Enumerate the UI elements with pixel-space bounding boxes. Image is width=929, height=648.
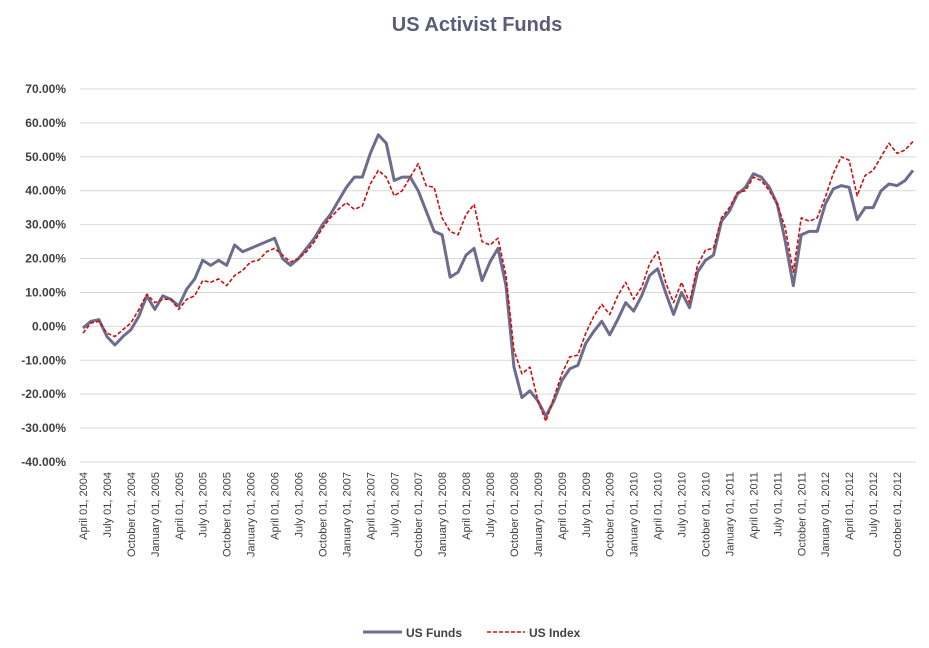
x-tick-label: October 01, 2009 (605, 472, 617, 557)
y-tick-label: -30.00% (21, 421, 66, 435)
x-tick-label: October 01, 2010 (701, 472, 713, 557)
y-tick-label: 40.00% (25, 184, 66, 198)
x-tick-label: October 01, 2011 (796, 472, 808, 556)
series-lines (82, 133, 915, 423)
series-line-us-index (82, 141, 914, 423)
x-tick-label: October 01, 2004 (126, 472, 138, 557)
y-tick-label: -40.00% (21, 455, 66, 469)
y-tick-label: -20.00% (21, 387, 66, 401)
x-tick-label: April 01, 2010 (653, 472, 665, 540)
x-tick-label: January 01, 2010 (629, 472, 641, 557)
x-tick-label: October 01, 2007 (413, 472, 425, 557)
x-tick-label: July 01, 2010 (677, 472, 689, 537)
x-tick-label: July 01, 2008 (485, 472, 497, 537)
x-tick-label: October 01, 2012 (892, 472, 904, 557)
x-tick-label: April 01, 2005 (174, 472, 186, 540)
gridlines (80, 88, 916, 463)
y-tick-label: -10.00% (21, 353, 66, 367)
x-tick-label: April 01, 2008 (461, 472, 473, 540)
y-tick-label: 20.00% (25, 252, 66, 266)
x-tick-label: January 01, 2008 (437, 472, 449, 557)
series-line-us-funds (82, 133, 915, 418)
x-tick-label: October 01, 2005 (222, 472, 234, 557)
x-tick-label: January 01, 2005 (150, 472, 162, 557)
x-tick-label: April 01, 2004 (78, 472, 90, 540)
x-tick-label: April 01, 2006 (270, 472, 282, 540)
x-tick-label: July 01, 2009 (581, 472, 593, 537)
y-tick-label: 60.00% (25, 116, 66, 130)
legend-label-us-funds: US Funds (406, 626, 462, 640)
y-tick-label: 10.00% (25, 285, 66, 299)
x-tick-label: April 01, 2011 (748, 472, 760, 539)
x-axis-tick-labels: April 01, 2004 July 01, 2004 October 01, 2… (78, 472, 904, 557)
y-tick-label: 30.00% (25, 218, 66, 232)
x-tick-label: October 01, 2006 (317, 472, 329, 557)
x-tick-label: January 01, 2011 (724, 472, 736, 556)
x-tick-label: July 01, 2007 (389, 472, 401, 537)
x-tick-label: April 01, 2009 (557, 472, 569, 540)
y-axis-tick-labels: 70.00% 60.00% 50.00% 40.00% 30.00% 20.00% 10.0… (21, 82, 66, 469)
chart-title: US Activist Funds (392, 14, 562, 36)
x-tick-label: July 01, 2005 (198, 472, 210, 537)
y-tick-label: 50.00% (25, 150, 66, 164)
x-tick-label: January 01, 2006 (246, 472, 258, 557)
x-tick-label: July 01, 2011 (772, 472, 784, 537)
x-tick-label: January 01, 2012 (820, 472, 832, 557)
x-tick-label: July 01, 2012 (868, 472, 880, 537)
x-tick-label: April 01, 2007 (365, 472, 377, 540)
y-tick-label: 0.00% (32, 319, 66, 333)
x-tick-label: July 01, 2006 (293, 472, 305, 537)
y-tick-label: 70.00% (25, 82, 66, 96)
x-tick-label: October 01, 2008 (509, 472, 521, 557)
legend-label-us-index: US Index (529, 626, 581, 640)
x-tick-label: January 01, 2007 (341, 472, 353, 557)
x-tick-label: April 01, 2012 (844, 472, 856, 540)
legend: US Funds US Index (363, 626, 581, 640)
x-tick-label: January 01, 2009 (533, 472, 545, 557)
x-tick-label: July 01, 2004 (102, 472, 114, 537)
